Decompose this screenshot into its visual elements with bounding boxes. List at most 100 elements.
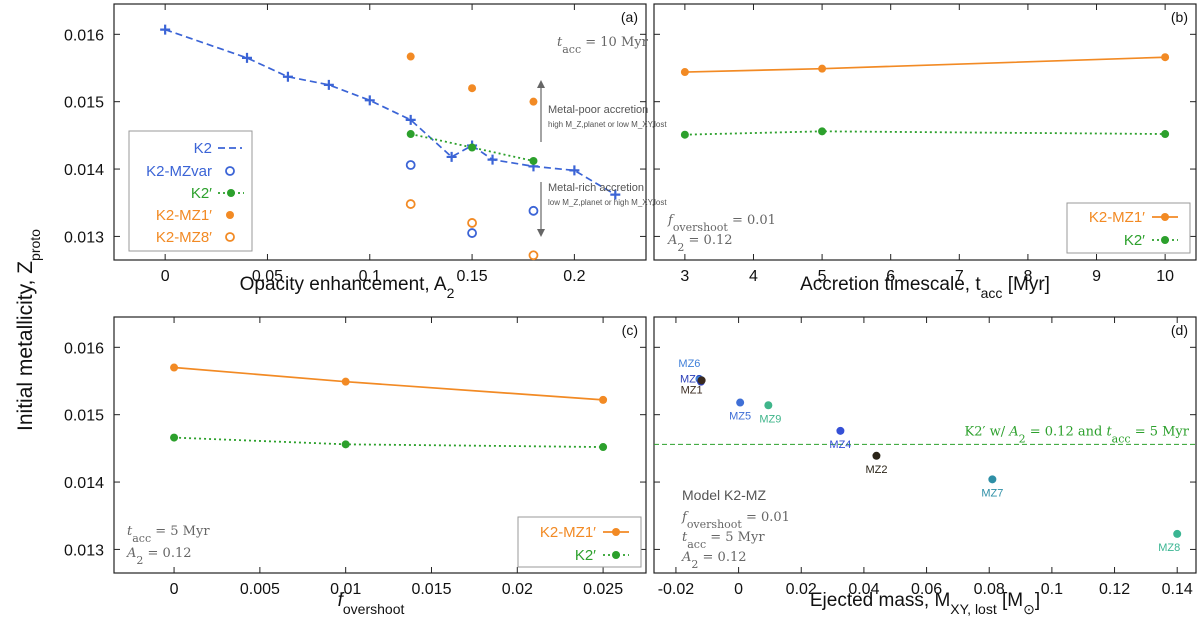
x-tick-label: 9 bbox=[1092, 268, 1101, 285]
x-tick-label: 0.15 bbox=[457, 268, 488, 285]
data-point-K2 bbox=[610, 189, 621, 200]
panel-b: 3 4 5 6 7 8 9 10 (b) Accretion timescale, tacc [M… bbox=[653, 3, 1197, 301]
data-label-MZ3: MZ3 bbox=[680, 374, 702, 386]
x-tick-label: 0 bbox=[734, 581, 743, 598]
legend-label-K2-MZvar: K2-MZvar bbox=[146, 163, 212, 180]
data-point-K2′ bbox=[529, 156, 538, 165]
x-tick-label: 0 bbox=[170, 581, 179, 598]
legend-label-K2: K2 bbox=[194, 140, 212, 157]
legend-label-K2′: K2′ bbox=[191, 185, 212, 202]
legend-marker-K2-MZ1′ bbox=[612, 528, 620, 536]
x-tick-label: 0.08 bbox=[974, 581, 1005, 598]
data-point-K2-MZ1′ bbox=[170, 363, 179, 372]
data-point-K2 bbox=[405, 114, 416, 125]
data-point-K2′ bbox=[170, 433, 179, 442]
data-point-K2 bbox=[446, 151, 457, 162]
panel-a: 0 0.05 0.1 0.15 0.2 0.013 0.014 0.015 0.016 (a) Op… bbox=[64, 3, 667, 301]
data-label-MZ7: MZ7 bbox=[981, 487, 1003, 499]
x-tick-label: 0.04 bbox=[848, 581, 879, 598]
series-line-K2-MZ1′ bbox=[173, 366, 604, 401]
arrow-up-label: Metal-poor accretion bbox=[548, 104, 648, 116]
x-tick-label: 0.015 bbox=[411, 581, 451, 598]
data-point-K2′ bbox=[341, 440, 350, 449]
x-axis-label: Accretion timescale, tacc [Myr] bbox=[800, 274, 1050, 301]
annotation-a2: A2 = 0.12 bbox=[126, 546, 192, 567]
annotation-fov: fovershoot = 0.01 bbox=[681, 510, 790, 531]
y-tick-label: 0.014 bbox=[64, 162, 104, 179]
legend-label-K2-MZ1′: K2-MZ1′ bbox=[1089, 209, 1145, 226]
panel-tag-d: (d) bbox=[1171, 322, 1188, 338]
data-point-K2-MZ1′ bbox=[341, 377, 350, 386]
x-tick-label: 3 bbox=[680, 268, 689, 285]
reference-line-label: K2′ w/ A2 = 0.12 and tacc = 5 Myr bbox=[965, 424, 1190, 445]
x-tick-label: 7 bbox=[955, 268, 964, 285]
legend-label-K2′: K2′ bbox=[575, 547, 596, 564]
x-tick-label: 6 bbox=[886, 268, 895, 285]
x-tick-label: 4 bbox=[749, 268, 758, 285]
annotation-tacc: tacc = 10 Myr bbox=[557, 35, 649, 56]
data-point-K2′ bbox=[680, 130, 689, 139]
data-label-MZ1: MZ1 bbox=[681, 384, 703, 396]
data-label-MZ5: MZ5 bbox=[729, 411, 751, 423]
x-tick-label: 0.02 bbox=[502, 581, 533, 598]
data-point-K2 bbox=[487, 154, 498, 165]
data-point-K2-MZvar bbox=[528, 205, 539, 216]
data-point-K2-MZ1′ bbox=[599, 395, 608, 404]
y-axis-label: Initial metallicity, Zproto bbox=[14, 229, 43, 431]
panel-tag-a: (a) bbox=[621, 9, 638, 25]
y-tick-label: 0.015 bbox=[64, 408, 104, 425]
data-point-K2-MZ1′ bbox=[818, 64, 827, 73]
annotation-a2: A2 = 0.12 bbox=[667, 233, 733, 254]
data-point-K2′ bbox=[468, 143, 477, 152]
data-point-MZ5 bbox=[736, 398, 745, 407]
annotation-tacc: tacc = 5 Myr bbox=[127, 524, 210, 545]
x-tick-label: 0.12 bbox=[1099, 581, 1130, 598]
annotation-tacc: tacc = 5 Myr bbox=[682, 530, 765, 551]
x-tick-label: 8 bbox=[1023, 268, 1032, 285]
data-point-K2-MZ1′ bbox=[1161, 53, 1170, 62]
legend-marker-K2-MZvar bbox=[225, 166, 235, 176]
arrow-up-head bbox=[537, 80, 545, 88]
x-tick-label: 0.1 bbox=[1041, 581, 1063, 598]
data-point-K2-MZ1′ bbox=[680, 68, 689, 77]
data-point-K2-MZ1′ bbox=[468, 84, 477, 93]
data-point-K2 bbox=[323, 79, 334, 90]
legend-marker-K2-MZ1′ bbox=[226, 211, 234, 219]
legend-label-K2-MZ1′: K2-MZ1′ bbox=[156, 207, 212, 224]
x-axis-label: Ejected mass, MXY, lost [M⊙] bbox=[810, 590, 1040, 617]
legend-marker-K2-MZ8′ bbox=[225, 232, 235, 242]
model-title: Model K2-MZ bbox=[682, 487, 766, 503]
series-line-K2-MZ1′ bbox=[684, 56, 1166, 73]
data-point-MZ1 bbox=[697, 376, 706, 385]
y-tick-label: 0.013 bbox=[64, 542, 104, 559]
y-tick-label: 0.016 bbox=[64, 27, 104, 44]
data-label-MZ9: MZ9 bbox=[759, 413, 781, 425]
plot-frame bbox=[113, 316, 647, 574]
x-tick-label: 0.14 bbox=[1162, 581, 1193, 598]
data-point-K2-MZ8′ bbox=[528, 250, 539, 261]
y-tick-label: 0.015 bbox=[64, 95, 104, 112]
data-point-K2 bbox=[569, 165, 580, 176]
x-tick-label: -0.02 bbox=[658, 581, 695, 598]
panel-d: -0.02 0 0.02 0.04 0.06 0.08 0.1 0.12 0.14 (d) K2′ … bbox=[653, 316, 1197, 617]
x-tick-label: 10 bbox=[1156, 268, 1174, 285]
arrow-down-head bbox=[537, 229, 545, 237]
legend-label-K2′: K2′ bbox=[1124, 232, 1145, 249]
data-point-MZ9 bbox=[764, 401, 773, 410]
panel-tag-c: (c) bbox=[622, 322, 638, 338]
x-tick-label: 0.02 bbox=[786, 581, 817, 598]
legend-marker-K2′ bbox=[612, 551, 620, 559]
data-point-K2-MZ8′ bbox=[405, 199, 416, 209]
x-tick-label: 5 bbox=[818, 268, 827, 285]
data-point-MZ4 bbox=[836, 426, 845, 435]
annotation-a2: A2 = 0.12 bbox=[681, 550, 747, 571]
annotation-fov: fovershoot = 0.01 bbox=[667, 213, 776, 234]
x-tick-label: 0.2 bbox=[563, 268, 585, 285]
data-point-MZ2 bbox=[872, 451, 881, 460]
legend-marker-K2-MZ1′ bbox=[1161, 213, 1169, 221]
x-tick-label: 0.025 bbox=[583, 581, 623, 598]
data-label-MZ8: MZ8 bbox=[1158, 542, 1180, 554]
arrow-down-sub: low M_Z,planet or high M_XY,lost bbox=[548, 198, 667, 207]
data-label-MZ4: MZ4 bbox=[829, 439, 851, 451]
